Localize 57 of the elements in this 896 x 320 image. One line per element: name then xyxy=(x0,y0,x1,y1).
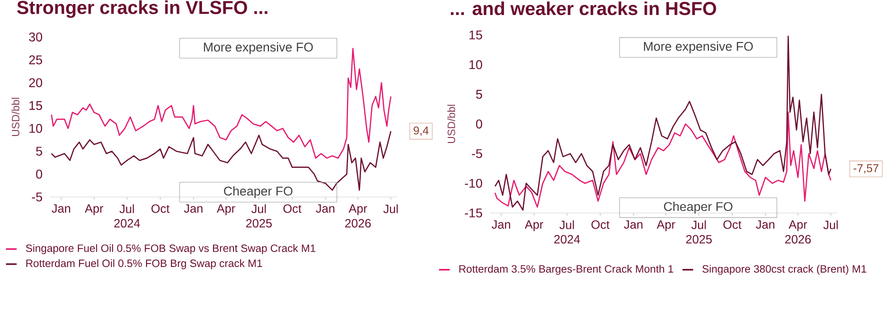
x-tick-label: Jan xyxy=(184,204,202,213)
y-tick-label: -5 xyxy=(472,149,482,158)
x-tick-label: Apr xyxy=(788,220,808,232)
y-tick-label: 5 xyxy=(36,146,42,156)
x-tick-label: Jul xyxy=(691,220,706,230)
x-tick-label: Oct xyxy=(723,220,742,229)
x-tick-label: Jan xyxy=(316,204,334,213)
y-tick-label: 5 xyxy=(476,90,482,99)
text: 2025 xyxy=(686,235,712,244)
x-tick-label: Jan xyxy=(52,204,70,213)
x-tick-label: Apr xyxy=(348,204,368,216)
text: 2025 xyxy=(246,219,272,228)
y-tick-label: 0 xyxy=(36,170,42,179)
y-tick-label: 30 xyxy=(29,32,42,42)
legend-label: Singapore Fuel Oil 0.5% FOB Swap vs Brent Swap Crack M1 xyxy=(26,244,316,254)
y-tick-label: -15 xyxy=(464,208,482,218)
y-axis-title: USD/bbl xyxy=(12,98,20,136)
x-tick-label: Jul xyxy=(251,204,266,214)
y-tick-label: -5 xyxy=(32,192,42,202)
y-tick-label: 10 xyxy=(470,60,482,70)
y-tick-label: 25 xyxy=(29,55,42,64)
text: 2024 xyxy=(554,235,580,244)
x-tick-label: Jan xyxy=(492,220,510,229)
legend-label: Rotterdam 3.5% Barges-Brent Crack Month 1 xyxy=(459,264,674,275)
y-tick-label: 20 xyxy=(29,78,42,88)
x-tick-label: Apr xyxy=(216,204,236,216)
annotation: More expensive FO xyxy=(644,42,753,54)
x-tick-label: Jan xyxy=(624,220,642,229)
text: 2026 xyxy=(785,235,811,244)
y-tick-label: 10 xyxy=(30,124,42,133)
x-tick-label: Jul xyxy=(120,204,134,214)
x-tick-label: Jul xyxy=(383,204,398,214)
x-tick-label: Jul xyxy=(823,220,838,230)
annotation: More expensive FO xyxy=(204,42,313,54)
y-tick-label: 15 xyxy=(470,30,482,40)
annotation: 9,4 xyxy=(414,126,429,136)
chart-title: Stronger cracks in VLSFO ... xyxy=(17,0,268,18)
x-tick-label: Oct xyxy=(283,204,302,213)
x-tick-label: Oct xyxy=(151,204,170,213)
text: 2024 xyxy=(114,219,140,228)
legend-label: Singapore 380cst crack (Brent) M1 xyxy=(702,264,866,275)
x-tick-label: Apr xyxy=(656,220,676,232)
x-tick-label: Jul xyxy=(560,220,574,230)
y-axis-title: USD/bbl xyxy=(447,104,456,144)
legend-label: Rotterdam Fuel Oil 0.5% FOB Brg Swap crack M1 xyxy=(26,259,262,270)
chart-title: ... and weaker cracks in HSFO xyxy=(450,1,716,16)
annotation: -7,57 xyxy=(854,164,878,174)
x-tick-label: Jan xyxy=(756,220,774,229)
x-tick-label: Apr xyxy=(84,204,104,216)
y-tick-label: 0 xyxy=(476,120,482,128)
annotation: Cheaper FO xyxy=(224,186,292,198)
text: 2026 xyxy=(345,219,371,228)
annotation: Cheaper FO xyxy=(664,202,732,214)
x-tick-label: Apr xyxy=(524,220,544,232)
y-tick-label: 15 xyxy=(30,101,42,110)
x-tick-label: Oct xyxy=(591,220,610,229)
y-tick-label: -10 xyxy=(464,178,482,188)
